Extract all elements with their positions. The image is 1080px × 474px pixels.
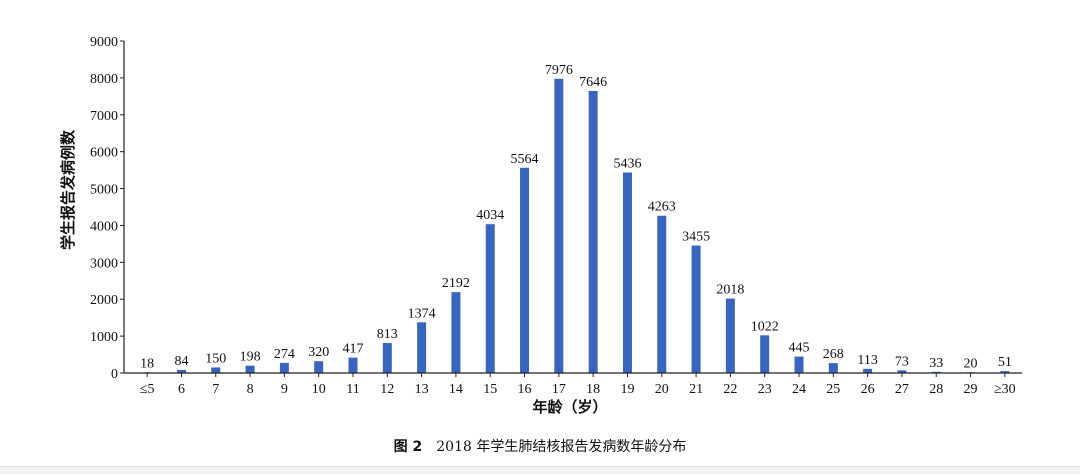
x-tick-label: 16	[518, 382, 532, 397]
data-label: 2018	[716, 283, 744, 298]
data-label: 274	[274, 347, 295, 362]
data-label: 33	[929, 356, 943, 371]
x-tick-label: 10	[312, 382, 326, 397]
data-label: 813	[377, 327, 398, 342]
x-tick-label: 6	[178, 382, 185, 397]
x-tick-label: 14	[449, 382, 463, 397]
x-tick-label: 12	[380, 382, 394, 397]
x-tick-label: 29	[964, 382, 978, 397]
data-label: 3455	[682, 230, 710, 245]
data-label: 5564	[511, 152, 539, 167]
data-label: 84	[174, 354, 188, 369]
y-tick-label: 8000	[90, 72, 118, 87]
x-tick-label: 9	[281, 382, 288, 397]
y-tick-label: 5000	[90, 183, 118, 198]
figure-caption-text: 2018 年学生肺结核报告发病数年龄分布	[436, 439, 687, 455]
bar	[451, 292, 461, 373]
data-label: 4263	[648, 200, 676, 215]
x-tick-label: 19	[620, 382, 634, 397]
x-tick-label: 11	[346, 382, 359, 397]
bar	[245, 365, 255, 373]
bar	[554, 78, 564, 373]
bar	[279, 362, 289, 373]
y-axis-title: 学生报告发病例数	[59, 129, 77, 250]
bar	[657, 215, 667, 373]
data-label: 20	[964, 356, 978, 371]
data-label: 4034	[476, 208, 504, 223]
x-tick-label: 13	[415, 382, 429, 397]
bar	[931, 371, 941, 373]
x-tick-label: 20	[655, 382, 669, 397]
data-label: 7976	[545, 63, 573, 78]
x-tick-label: 18	[586, 382, 600, 397]
x-tick-label: 7	[212, 382, 219, 397]
bar-chart: 0 1000 2000 3000 4000 5000 6000 7000 8000 9000 ≤5…	[59, 35, 1022, 416]
data-label: 198	[240, 350, 261, 365]
data-label: 7646	[579, 75, 607, 90]
x-tick-label: 24	[792, 382, 806, 397]
y-tick-label: 9000	[90, 35, 118, 50]
x-tick-label: 17	[552, 382, 566, 397]
y-tick-label: 7000	[90, 109, 118, 124]
x-tick-label: 28	[929, 382, 943, 397]
data-label: 445	[789, 341, 810, 356]
data-label: 1374	[408, 306, 436, 321]
x-tick-label: 27	[895, 382, 909, 397]
y-tick-label: 4000	[90, 219, 118, 234]
figure-label: 图 2	[393, 439, 423, 455]
data-label: 1022	[751, 319, 779, 334]
y-tick-label: 2000	[90, 293, 118, 308]
x-tick-label: 8	[247, 382, 254, 397]
bar	[794, 356, 804, 373]
x-tick-label: 21	[689, 382, 703, 397]
bar	[1000, 371, 1010, 373]
bar	[417, 322, 427, 373]
bar	[176, 369, 186, 373]
bar	[520, 167, 530, 373]
bar	[588, 90, 598, 373]
bar	[348, 357, 358, 373]
data-label: 5436	[613, 156, 641, 171]
y-tick-label: 1000	[90, 330, 118, 345]
bar	[897, 370, 907, 373]
x-tick-label: ≤5	[140, 382, 155, 397]
y-tick-label: 3000	[90, 256, 118, 271]
data-label: 417	[343, 342, 364, 357]
bar	[485, 224, 495, 373]
bar	[622, 172, 632, 373]
x-tick-label: 23	[758, 382, 772, 397]
bar	[760, 335, 770, 373]
bar	[725, 298, 735, 373]
data-label: 150	[205, 351, 226, 366]
x-tick-label: 25	[826, 382, 840, 397]
x-tick-label: 26	[861, 382, 875, 397]
figure-caption: 图 2 2018 年学生肺结核报告发病数年龄分布	[0, 436, 1080, 456]
bar	[863, 368, 873, 373]
bar	[211, 367, 221, 373]
data-label: 113	[857, 353, 877, 368]
x-axis-title: 年龄（岁）	[532, 398, 607, 416]
y-tick-label: 0	[111, 367, 118, 382]
x-tick-label: ≥30	[994, 382, 1016, 397]
bar	[314, 361, 324, 373]
data-label: 73	[895, 354, 909, 369]
bar	[691, 245, 701, 373]
bar	[828, 363, 838, 373]
data-label: 18	[140, 356, 154, 371]
bar	[382, 343, 392, 373]
x-tick-label: 22	[723, 382, 737, 397]
data-label: 2192	[442, 276, 470, 291]
y-tick-label: 6000	[90, 146, 118, 161]
data-label: 51	[998, 355, 1012, 370]
x-tick-label: 15	[483, 382, 497, 397]
data-label: 320	[308, 345, 329, 360]
data-label: 268	[823, 347, 844, 362]
